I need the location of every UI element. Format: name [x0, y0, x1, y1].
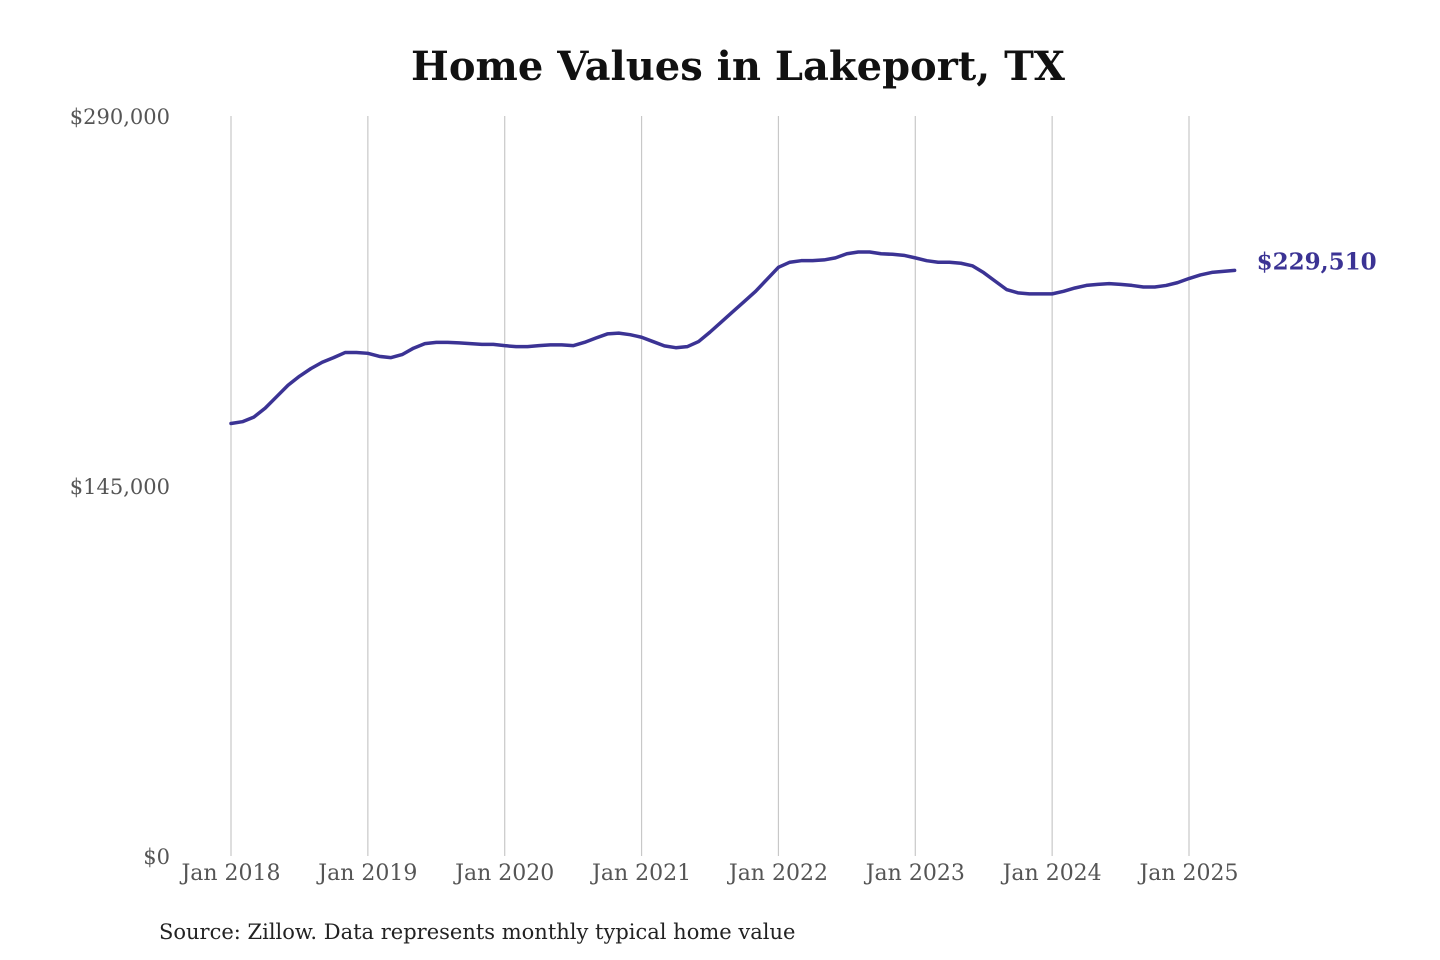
source-note: Source: Zillow. Data represents monthly …	[159, 920, 795, 944]
x-tick-label: Jan 2021	[590, 861, 691, 886]
x-tick-label: Jan 2018	[179, 861, 280, 886]
x-tick-label: Jan 2024	[1001, 861, 1102, 886]
y-axis-ticks: $0 $145,000 $290,000	[70, 105, 170, 869]
y-tick-label: $145,000	[70, 475, 170, 499]
x-tick-label: Jan 2023	[864, 861, 965, 886]
y-tick-label: $290,000	[70, 105, 170, 129]
x-tick-label: Jan 2022	[727, 861, 828, 886]
gridlines	[230, 116, 1190, 856]
x-tick-label: Jan 2020	[453, 861, 554, 886]
series-line	[229, 250, 1237, 426]
series-layer: $229,510	[229, 248, 1377, 426]
end-value-label: $229,510	[1257, 248, 1377, 275]
chart-title: Home Values in Lakeport, TX	[411, 43, 1065, 90]
x-axis-ticks: Jan 2018 Jan 2019 Jan 2020 Jan 2021 Jan 2022…	[179, 861, 1238, 886]
x-tick-label: Jan 2019	[316, 861, 417, 886]
y-tick-label: $0	[143, 845, 170, 869]
x-tick-label: Jan 2025	[1137, 861, 1238, 886]
